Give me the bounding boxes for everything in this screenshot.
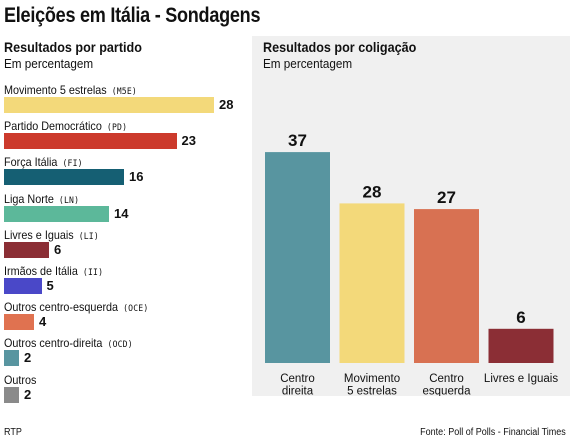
- party-abbreviation: (II): [77, 268, 104, 278]
- party-label: Outros centro-direita (OCD): [4, 336, 133, 350]
- source-note: Fonte: Poll of Polls - Financial Times: [420, 427, 566, 438]
- coalition-category-label: Centro: [280, 373, 315, 385]
- party-name: Livres e Iguais: [4, 227, 74, 242]
- party-label: Liga Norte (LN): [4, 192, 79, 206]
- party-value-label: 5: [46, 278, 54, 293]
- coalition-category-label: Livres e Iguais: [484, 373, 558, 385]
- coalition-value-label: 28: [363, 182, 382, 201]
- party-value-label: 23: [181, 133, 196, 149]
- party-label: Força Itália (FI): [4, 155, 83, 169]
- coalition-bar-chart: 37Centrodireita(FI-LN-II-OCD)28Movimento…: [265, 131, 558, 397]
- party-abbreviation: (LI): [73, 231, 99, 242]
- coalition-panel-title: Resultados por coligação: [263, 39, 417, 55]
- coalition-bar: [488, 328, 554, 363]
- party-name: Outros centro-esquerda: [4, 300, 119, 315]
- party-row: Livres e Iguais (LI) 6: [4, 228, 254, 264]
- party-abbreviation: (LN): [53, 195, 80, 206]
- party-abbreviation: (PD): [101, 123, 128, 134]
- party-label: Outros: [4, 373, 36, 387]
- party-value-label: 28: [219, 97, 234, 112]
- coalition-category-label: direita: [282, 386, 314, 397]
- coalition-panel-subtitle: Em percentagem: [263, 56, 353, 71]
- party-name: Outros: [4, 372, 37, 387]
- party-abbreviation: (M5E): [106, 87, 137, 97]
- party-name: Movimento 5 estrelas: [4, 83, 107, 97]
- coalition-value-label: 37: [288, 131, 307, 150]
- chart-title: Eleições em Itália - Sondagens: [4, 4, 261, 27]
- party-row: Outros 2: [4, 373, 254, 409]
- party-bar: [4, 314, 34, 331]
- party-bar: [4, 133, 177, 150]
- credit-label: RTP: [4, 427, 22, 438]
- party-value-label: 6: [54, 241, 62, 257]
- coalition-category-label: Centro: [429, 373, 464, 385]
- party-row: Outros centro-direita (OCD) 2: [4, 336, 254, 372]
- coalition-bar: [265, 152, 330, 363]
- party-panel-title: Resultados por partido: [4, 39, 142, 55]
- party-row: Liga Norte (LN) 14: [4, 192, 254, 228]
- party-results-panel: Resultados por partido Em percentagem Mo…: [0, 36, 250, 403]
- party-label: Outros centro-esquerda (OCE): [4, 300, 148, 314]
- party-value-label: 2: [24, 386, 32, 402]
- party-label: Irmãos de Itália (II): [4, 264, 103, 278]
- coalition-bar: [414, 209, 479, 363]
- party-bar: [4, 241, 49, 258]
- party-value-label: 14: [114, 205, 129, 221]
- party-bar: [4, 205, 109, 222]
- party-bar: [4, 169, 124, 186]
- coalition-value-label: 27: [437, 188, 456, 207]
- party-panel-subtitle: Em percentagem: [4, 56, 94, 71]
- coalition-value-label: 6: [516, 308, 525, 327]
- party-value-label: 4: [39, 314, 47, 330]
- party-row: Força Itália (FI) 16: [4, 155, 254, 191]
- party-label: Livres e Iguais (LI): [4, 228, 99, 242]
- party-label: Partido Democrático (PD): [4, 119, 127, 133]
- party-abbreviation: (OCE): [118, 304, 149, 315]
- party-bar: [4, 97, 214, 113]
- party-bar: [4, 278, 42, 294]
- party-name: Liga Norte: [4, 191, 54, 206]
- party-name: Força Itália: [4, 155, 58, 170]
- party-abbreviation: (FI): [57, 159, 83, 170]
- party-row: Movimento 5 estrelas (M5E) 28: [4, 83, 254, 119]
- coalition-results-panel: Resultados por coligação Em percentagem …: [252, 36, 570, 396]
- coalition-category-label: esquerda: [423, 386, 472, 397]
- party-label: Movimento 5 estrelas (M5E): [4, 83, 137, 97]
- coalition-category-label: 5 estrelas: [347, 386, 397, 397]
- party-bar: [4, 350, 19, 367]
- party-value-label: 16: [129, 169, 144, 185]
- party-row: Partido Democrático (PD) 23: [4, 119, 254, 155]
- party-row: Outros centro-esquerda (OCE) 4: [4, 300, 254, 336]
- party-name: Partido Democrático: [4, 119, 102, 134]
- party-value-label: 2: [24, 350, 32, 366]
- party-row: Irmãos de Itália (II) 5: [4, 264, 254, 300]
- coalition-category-label: Movimento: [344, 373, 400, 385]
- coalition-bar: [339, 203, 405, 363]
- party-name: Outros centro-direita: [4, 336, 103, 351]
- party-bar: [4, 386, 19, 403]
- party-name: Irmãos de Itália: [4, 264, 78, 278]
- party-abbreviation: (OCD): [102, 340, 133, 351]
